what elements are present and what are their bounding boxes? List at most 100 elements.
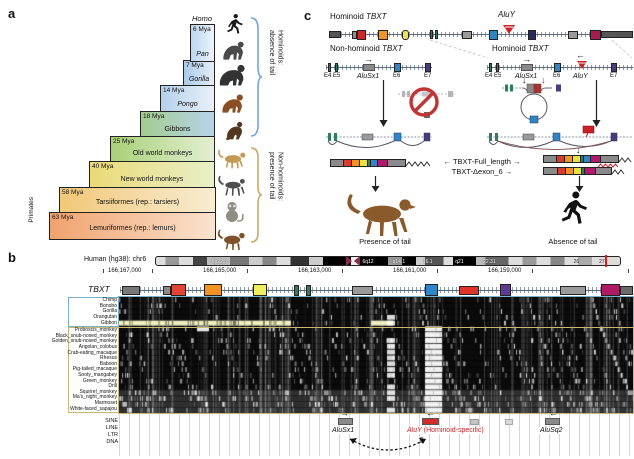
gene-line [120,289,633,291]
hominoid-tbxt-title: Hominoid TBXT [330,12,387,21]
e7-label: E7 [424,73,432,79]
exon-e5 [496,63,499,72]
band-label: q14.1 [392,259,406,265]
track-label-sine: SINE [105,418,118,424]
isoform-full-label: ← TBXT-Full_length → [443,157,521,166]
exon [560,285,586,295]
hominoid-species-box: Chimp Bonobo Gorilla Orangutan Gibbon [68,297,119,327]
species-label: Black_snub-nosed_monkey [55,332,117,339]
clade-name: Pongo [177,101,198,108]
splice-diagram-nonhominoid [326,132,432,148]
mrna-full-length-right [543,155,619,163]
coord-label: 166,161,000 [393,268,427,274]
exon [306,284,311,296]
exon [294,284,299,296]
species-label: Chimp [102,297,117,304]
mrna-delta-exon6 [543,167,612,175]
absence-of-tail-label: Absence of tail [548,237,598,246]
nonhominoid-brace-label: Non-hominoids: presence of tail [267,152,284,202]
species-label: Baboon [99,360,117,367]
band-label: 6p22.3 [211,259,227,265]
species-label: Proboscis_monkey [74,327,117,334]
track-label-dna: DNA [106,439,118,445]
species-label: Angolan_colobus [78,344,117,351]
age-label: 25 Mya [113,138,135,145]
down-arrow [379,80,388,127]
band-label: 6q12 [362,259,374,265]
exon [462,30,472,39]
band-label: 16.1 [422,259,433,265]
monkey-icon [347,194,416,236]
clade-box-old-world-monkeys: 25 Mya Old world monkeys [110,136,215,162]
clade-name: Gibbons [164,126,191,133]
exon [489,29,498,40]
repeat-box [505,419,513,425]
tbxt-gene-label: TBXT [88,284,110,294]
exon-e7 [425,63,431,72]
new-world-monkey-icon [218,175,245,196]
age-label: 58 Mya [62,189,84,196]
age-label: 40 Mya [92,163,114,170]
aluy-repeat-box [422,418,439,425]
exon [528,29,536,40]
clade-box-gorilla: 7 Mya Gorilla [183,60,215,86]
exon-e5 [335,63,338,72]
e6-label: E6 [393,73,401,79]
exon [590,29,601,40]
age-label: 63 Mya [52,214,74,221]
nonhominoid-tbxt-title: Non-hominoid TBXT [330,44,403,53]
exon [500,284,511,296]
orangutan-icon [222,94,243,113]
exon [435,30,438,39]
hominoid-brace [250,17,263,137]
panel-b-label: b [8,250,16,265]
panel-a-label: a [8,6,16,21]
e5-label: E5 [494,73,502,79]
exon [378,29,388,40]
alu-pairing-dashed-arrow [349,438,427,451]
coord-label: 166,159,000 [488,268,522,274]
species-label: Ma's_night_monkey [72,394,117,401]
exon [430,30,433,39]
exon-e4 [328,63,331,72]
clade-box-pan: 6 Mya Pan [190,24,215,62]
alu-pairing-loop: ↓ ↓ [502,78,561,124]
aluy-strand-arrow: ← [426,408,435,418]
exon [568,30,578,39]
alusq2-repeat-label: AluSq2 [539,427,564,434]
alusx1-label: AluSx1 [357,73,380,80]
coord-label: 166,163,000 [298,268,332,274]
isoform-delta-label: TBXT-Δexon_6 → [451,167,513,176]
exon [357,29,366,40]
e4-label: E4 [324,73,332,79]
species-label: Sooty_mangabey [78,372,117,379]
species-label: Drill [108,383,117,390]
svg-text:↓: ↓ [541,78,546,85]
nonhominoid-brace [250,147,263,243]
track-label-ltr: LTR [108,432,118,438]
panel-c-label: c [304,8,312,23]
gibbon-icon [225,121,243,141]
species-label: Gorilla [102,308,117,315]
utr-box [601,31,633,38]
exon-e7 [611,63,617,72]
clade-box-gibbons: 18 Mya Gibbons [140,111,215,137]
band-label: q21 [455,259,464,265]
runner-icon [561,191,587,224]
clade-box-pongo: 14 Mya Pongo [160,85,215,112]
lemur-icon [217,229,245,251]
e7-label: E7 [610,73,618,79]
polya-tail [406,161,430,167]
e5-label: E5 [333,73,341,79]
clade-box-new-world-monkeys: 40 Mya New world monkeys [89,161,215,188]
band-label: 27 [599,259,605,265]
exon [171,284,186,296]
splice-diagram-hominoid [487,125,633,150]
aluy-arrow: ← [576,50,585,60]
exon-e4 [489,63,492,72]
exon [601,284,620,296]
species-label: Golden_snub-nosed_monkey [51,338,117,345]
e6-label: E6 [553,73,561,79]
aluy-insertion-icon [577,61,587,69]
species-label: Bonobo [99,302,117,309]
